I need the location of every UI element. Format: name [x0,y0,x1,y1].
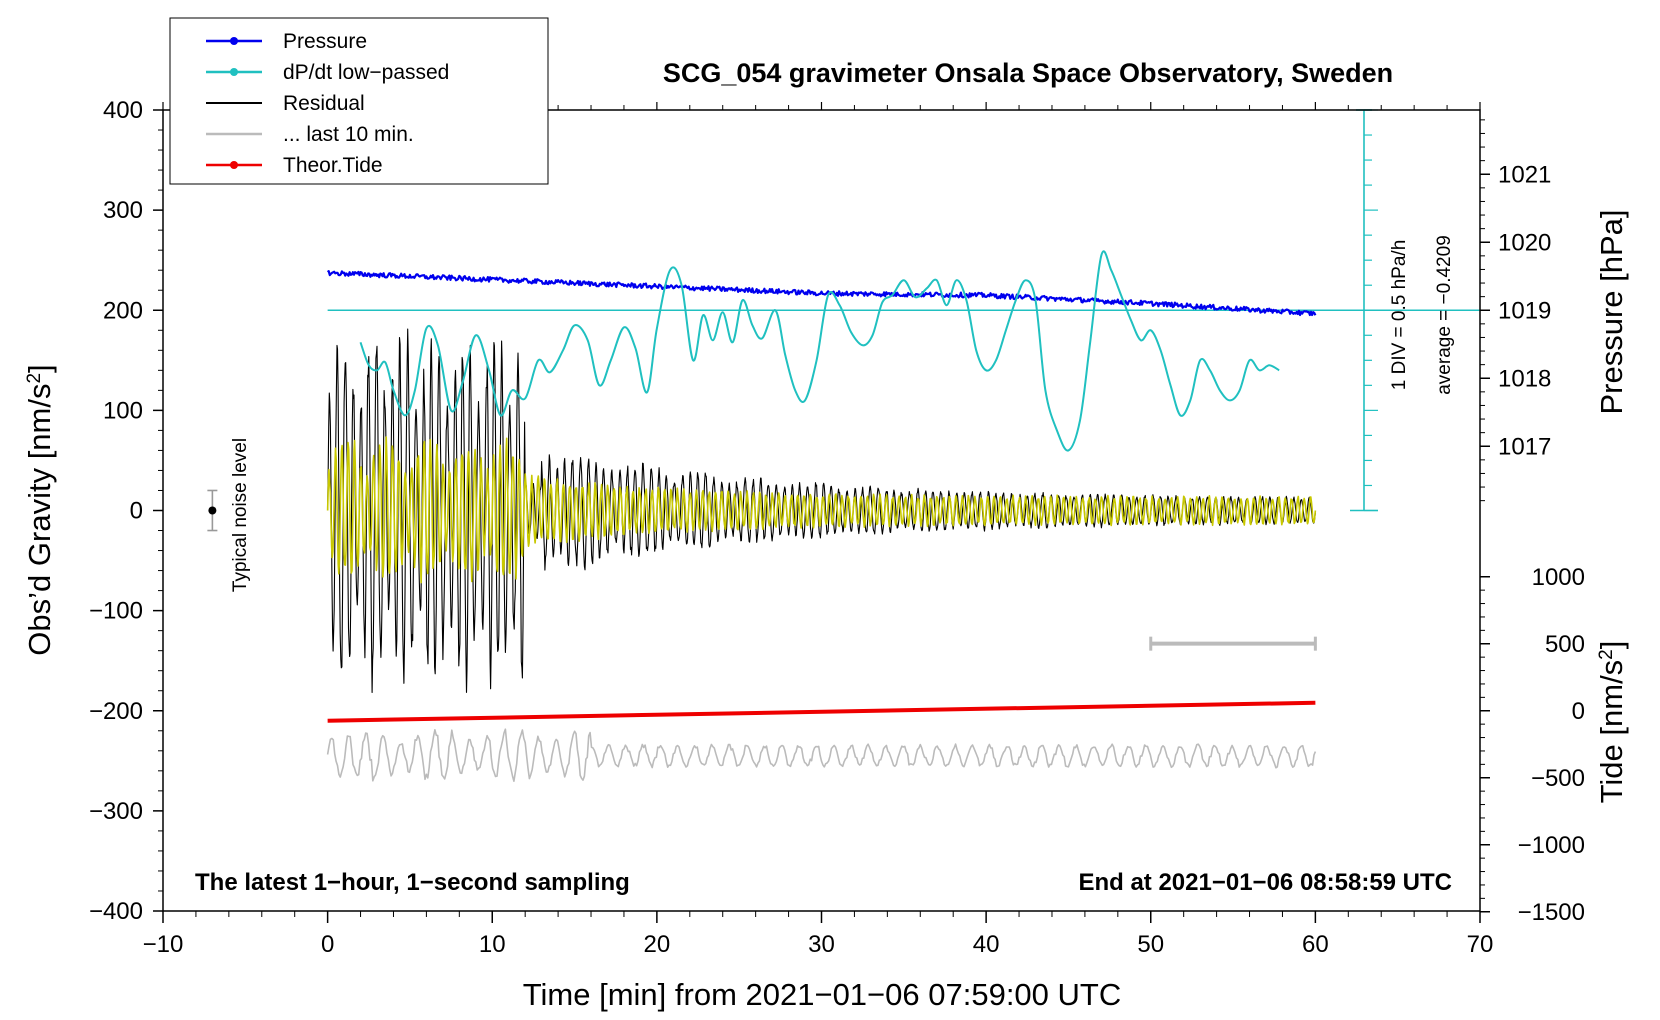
y-tick-label: −300 [89,798,143,825]
axes: −10 0 10 20 30 40 50 60 704003002001000−100−200−… [89,97,1585,958]
tide-tick-label: 0 [1572,698,1585,725]
legend-label: Theor.Tide [283,154,383,177]
legend-marker [230,161,238,169]
last-10-min-series [326,436,1317,584]
noise-bar-center [208,506,217,515]
legend-label: Pressure [283,30,367,53]
x-tick-label: −10 [143,931,184,958]
theoretical-tide-series [327,700,1316,723]
legend: Pressure dP/dt low−passed Residual ... last… [169,17,549,185]
y-tick-label: −200 [89,698,143,725]
bottom-right-note: End at 2021−01−06 08:58:59 UTC [1078,869,1452,896]
tide-tick-label: 1000 [1532,564,1585,591]
legend-label: ... last 10 min. [283,123,414,146]
tide-tick-label: −1500 [1518,899,1585,926]
y-tick-label: 200 [103,297,143,324]
pressure-tick-label: 1017 [1498,433,1551,460]
pressure-axis-label: Pressure [hPa] [1594,209,1629,414]
y-tick-label: 100 [103,397,143,424]
legend-marker [230,68,238,76]
left-axis-label: Obs’d Gravity [nm/s2] [22,364,57,655]
y-tick-label: 400 [103,97,143,124]
legend-label: Residual [283,92,365,115]
tide-axis-label: Tide [nm/s2] [1594,641,1629,804]
y-tick-label: 0 [130,498,143,525]
pressure-tick-label: 1021 [1498,161,1551,188]
legend-box [169,17,549,185]
legend-label: dP/dt low−passed [283,61,449,84]
pressure-series [326,270,1317,317]
dpdt-scale-label: 1 DIV = 0.5 hPa/h [1389,240,1410,391]
x-axis-label: Time [min] from 2021−01−06 07:59:00 UTC [523,977,1122,1012]
chart-title: SCG_054 gravimeter Onsala Space Observat… [663,58,1393,88]
x-tick-label: 50 [1137,931,1164,958]
tide-tick-label: −500 [1531,765,1585,792]
pressure-tick-label: 1020 [1498,229,1551,256]
dpdt-series [359,250,1280,452]
bottom-left-note: The latest 1−hour, 1−second sampling [195,869,630,896]
y-tick-label: −100 [89,598,143,625]
tide-axis-label-main: Tide [nm/s [1594,660,1629,804]
pressure-tick-label: 1018 [1498,365,1551,392]
dpdt-average-label: average = −0.4209 [1434,235,1455,395]
x-tick-label: 30 [808,931,835,958]
x-tick-label: 20 [644,931,671,958]
legend-marker [230,37,238,45]
left-axis-label-main: Obs’d Gravity [nm/s [22,384,57,656]
x-tick-label: 0 [321,931,334,958]
tide-tick-label: 500 [1545,631,1585,658]
pressure-tick-label: 1019 [1498,297,1551,324]
tide-axis-label-sup: 2 [1596,649,1617,660]
x-tick-label: 10 [479,931,506,958]
x-tick-label: 60 [1302,931,1329,958]
y-tick-label: 300 [103,197,143,224]
left-axis-label-sup: 2 [24,373,45,384]
gray-trace-series [326,728,1317,783]
x-tick-label: 40 [973,931,1000,958]
x-tick-label: 70 [1467,931,1494,958]
noise-level-label: Typical noise level [230,438,251,592]
tide-axis-label-end: ] [1594,641,1629,650]
y-tick-label: −400 [89,898,143,925]
tide-tick-label: −1000 [1518,832,1585,859]
left-axis-label-end: ] [22,364,57,373]
plot-layers [207,109,1480,783]
